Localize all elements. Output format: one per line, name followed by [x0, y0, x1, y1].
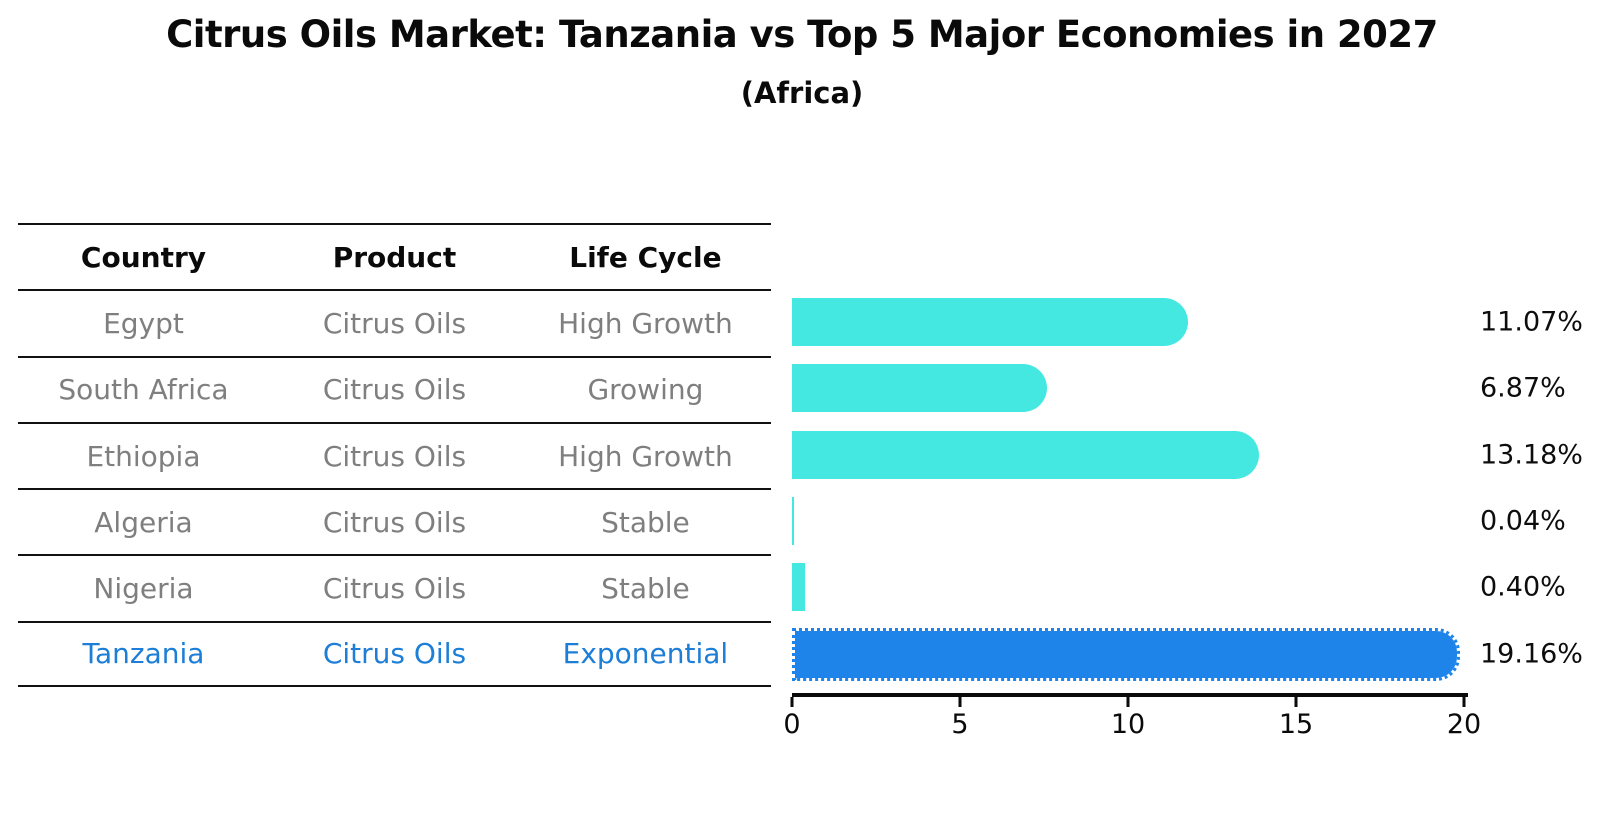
value-label-tanzania: 19.16% [1480, 638, 1583, 669]
x-tick-label-20: 20 [1446, 709, 1482, 740]
bar-tanzania [792, 627, 1460, 681]
x-tick-label-10: 10 [1110, 709, 1146, 740]
x-tick-0 [790, 697, 794, 707]
cell-lifecycle: High Growth [558, 439, 733, 473]
cell-product: Citrus Oils [322, 505, 467, 539]
cell-country: Ethiopia [86, 439, 201, 473]
bar-egypt [792, 298, 1188, 346]
table-header-country: Country [80, 240, 207, 274]
cell-country: South Africa [58, 373, 229, 407]
value-label-ethiopia: 13.18% [1480, 439, 1583, 471]
x-tick-10 [1126, 697, 1130, 707]
bar-algeria [792, 496, 794, 545]
cell-country: Egypt [103, 306, 184, 340]
x-tick-label-15: 15 [1278, 709, 1314, 740]
value-label-south-africa: 6.87% [1480, 372, 1566, 404]
x-tick-20 [1462, 697, 1466, 707]
cell-product: Citrus Oils [322, 572, 467, 606]
table-row-egypt: Egypt Citrus Oils High Growth [18, 289, 771, 355]
cell-lifecycle: Stable [601, 572, 690, 606]
table-row-tanzania: Tanzania Citrus Oils Exponential [18, 620, 771, 688]
bar-south-africa [792, 364, 1047, 413]
table-header-lifecycle: Life Cycle [569, 240, 722, 274]
cell-product: Citrus Oils [322, 439, 467, 473]
table-header-row: Country Product Life Cycle [18, 223, 771, 289]
value-label-algeria: 0.04% [1480, 505, 1566, 537]
cell-lifecycle: Growing [587, 373, 704, 407]
table-row-algeria: Algeria Citrus Oils Stable [18, 488, 771, 554]
bar-chart: 11.07% 6.87% 13.18% 0.04% 0.40% 19.16% 0 5 10 15 2… [783, 223, 1604, 823]
cell-lifecycle: High Growth [558, 306, 733, 340]
cell-lifecycle: Exponential [562, 637, 729, 671]
comparison-table: Country Product Life Cycle Egypt Citrus O… [18, 223, 771, 688]
x-tick-label-0: 0 [783, 709, 801, 740]
value-label-nigeria: 0.40% [1480, 571, 1566, 603]
cell-country: Tanzania [82, 637, 205, 671]
x-axis [792, 693, 1468, 697]
value-label-egypt: 11.07% [1480, 306, 1583, 338]
bar-nigeria [792, 563, 806, 612]
table-row-nigeria: Nigeria Citrus Oils Stable [18, 554, 771, 620]
page-title: Citrus Oils Market: Tanzania vs Top 5 Ma… [166, 13, 1438, 56]
page-subtitle: (Africa) [740, 76, 864, 110]
cell-product: Citrus Oils [322, 306, 467, 340]
table-header-product: Product [332, 240, 457, 274]
cell-product: Citrus Oils [322, 637, 467, 671]
x-tick-5 [958, 697, 962, 707]
cell-country: Algeria [94, 505, 193, 539]
table-row-south-africa: South Africa Citrus Oils Growing [18, 355, 771, 422]
cell-lifecycle: Stable [601, 505, 690, 539]
table-row-ethiopia: Ethiopia Citrus Oils High Growth [18, 421, 771, 488]
bar-ethiopia [792, 430, 1259, 479]
cell-product: Citrus Oils [322, 373, 467, 407]
cell-country: Nigeria [93, 572, 194, 606]
x-tick-label-5: 5 [951, 709, 969, 740]
x-tick-15 [1294, 697, 1298, 707]
